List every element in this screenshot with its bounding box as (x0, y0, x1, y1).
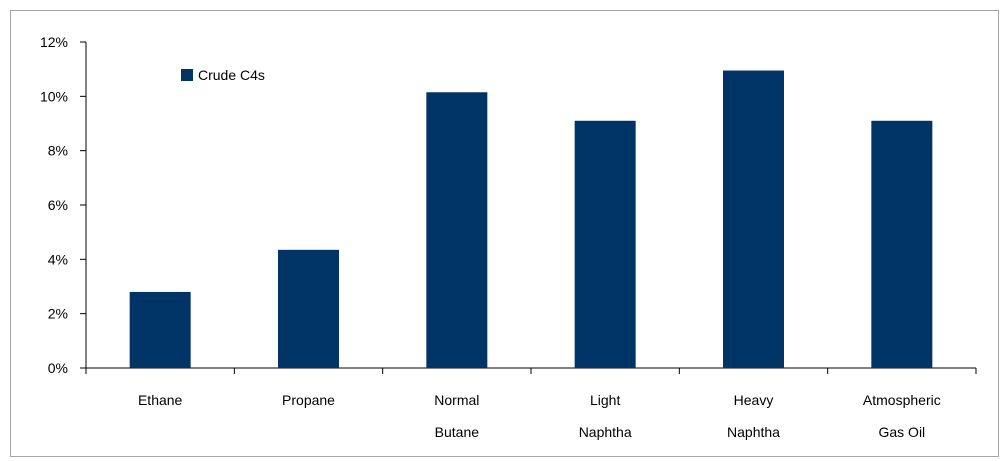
bar (426, 92, 488, 368)
bar (278, 249, 339, 368)
x-tick-label: Ethane (138, 392, 183, 408)
bar (129, 291, 191, 368)
y-tick-label: 8% (48, 143, 68, 159)
x-tick-label: Atmospheric (863, 392, 941, 408)
y-tick-label: 10% (40, 88, 68, 104)
bar (574, 120, 636, 369)
bar (723, 70, 784, 369)
y-axis: 0% 2% 4% 6% 8% 10% 12% (40, 34, 87, 376)
x-tick-label: Normal (434, 392, 479, 408)
y-tick-label: 4% (48, 251, 68, 267)
x-axis: Ethane Propane Normal Butane Light Naphtha Hea… (85, 367, 977, 440)
x-tick-label: Gas Oil (878, 424, 925, 440)
x-tick-label: Naphtha (727, 424, 780, 440)
x-tick-label: Heavy (734, 392, 774, 408)
y-tick-label: 12% (40, 34, 68, 50)
legend-swatch (181, 69, 193, 81)
bars (129, 70, 933, 369)
bar (871, 120, 933, 369)
x-tick-label: Propane (282, 392, 335, 408)
legend: Crude C4s (181, 67, 265, 83)
y-tick-label: 0% (48, 360, 68, 376)
y-tick-label: 6% (48, 197, 68, 213)
chart-frame (10, 10, 999, 457)
x-tick-label: Butane (435, 424, 480, 440)
x-tick-label: Light (590, 392, 620, 408)
y-tick-label: 2% (48, 306, 68, 322)
x-tick-label: Naphtha (579, 424, 632, 440)
legend-label: Crude C4s (198, 67, 265, 83)
